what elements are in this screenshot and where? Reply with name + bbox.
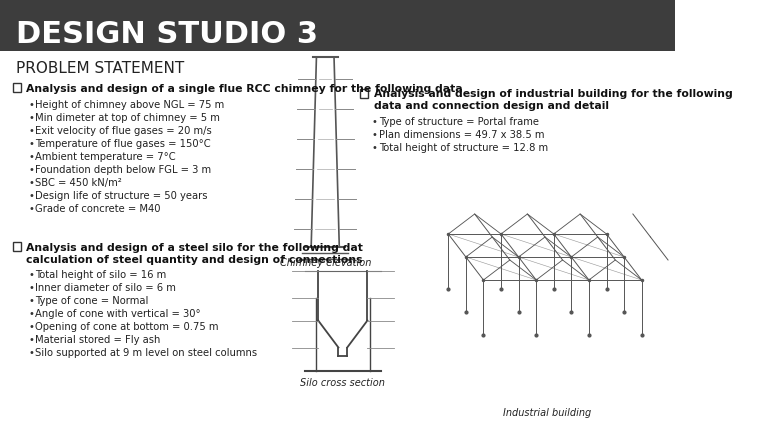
Text: •: • [28,347,34,357]
Text: Analysis and design of a single flue RCC chimney for the following data: Analysis and design of a single flue RCC… [26,84,463,94]
Text: Analysis and design of a steel silo for the following dat: Analysis and design of a steel silo for … [26,243,363,252]
Text: •: • [28,178,34,187]
Text: •: • [28,334,34,344]
Text: •: • [28,139,34,149]
Text: Material stored = Fly ash: Material stored = Fly ash [35,334,161,344]
Text: •: • [372,117,378,127]
Text: •: • [28,113,34,123]
Text: calculation of steel quantity and design of connections: calculation of steel quantity and design… [26,255,362,264]
Text: •: • [372,143,378,153]
Text: •: • [28,152,34,162]
Text: PROBLEM STATEMENT: PROBLEM STATEMENT [16,60,184,75]
Text: •: • [28,321,34,331]
Text: Opening of cone at bottom = 0.75 m: Opening of cone at bottom = 0.75 m [35,321,219,331]
Text: Chimney elevation: Chimney elevation [280,258,371,267]
Text: Total height of structure = 12.8 m: Total height of structure = 12.8 m [379,143,548,153]
Text: Total height of silo = 16 m: Total height of silo = 16 m [35,269,167,280]
Text: •: • [28,190,34,200]
Text: data and connection design and detail: data and connection design and detail [373,101,608,111]
Text: DESIGN STUDIO 3: DESIGN STUDIO 3 [16,19,318,49]
Bar [13,243,21,252]
Text: Silo supported at 9 m level on steel columns: Silo supported at 9 m level on steel col… [35,347,257,357]
Text: Analysis and design of industrial building for the following: Analysis and design of industrial buildi… [373,89,733,99]
Text: Exit velocity of flue gases = 20 m/s: Exit velocity of flue gases = 20 m/s [35,126,212,136]
Text: Inner diameter of silo = 6 m: Inner diameter of silo = 6 m [35,283,176,292]
Text: Silo cross section: Silo cross section [300,377,386,387]
Text: Type of cone = Normal: Type of cone = Normal [35,295,148,305]
Text: •: • [28,100,34,110]
Text: Type of structure = Portal frame: Type of structure = Portal frame [379,117,539,127]
Text: Ambient temperature = 7°C: Ambient temperature = 7°C [35,152,176,162]
Text: •: • [28,283,34,292]
Text: •: • [28,203,34,214]
Bar [13,84,21,93]
Text: •: • [28,165,34,175]
Text: SBC = 450 kN/m²: SBC = 450 kN/m² [35,178,122,187]
Text: Angle of cone with vertical = 30°: Angle of cone with vertical = 30° [35,308,200,318]
Text: •: • [28,295,34,305]
Text: Min dimeter at top of chimney = 5 m: Min dimeter at top of chimney = 5 m [35,113,220,123]
Text: •: • [372,130,378,140]
Bar [360,90,369,99]
FancyBboxPatch shape [0,0,675,52]
Text: •: • [28,126,34,136]
Text: •: • [28,308,34,318]
Text: Grade of concrete = M40: Grade of concrete = M40 [35,203,161,214]
Text: Temperature of flue gases = 150°C: Temperature of flue gases = 150°C [35,139,210,149]
Text: Foundation depth below FGL = 3 m: Foundation depth below FGL = 3 m [35,165,211,175]
Text: Plan dimensions = 49.7 x 38.5 m: Plan dimensions = 49.7 x 38.5 m [379,130,545,140]
Text: Height of chimney above NGL = 75 m: Height of chimney above NGL = 75 m [35,100,224,110]
Text: •: • [28,269,34,280]
Text: Industrial building: Industrial building [502,407,591,417]
Text: Design life of structure = 50 years: Design life of structure = 50 years [35,190,207,200]
